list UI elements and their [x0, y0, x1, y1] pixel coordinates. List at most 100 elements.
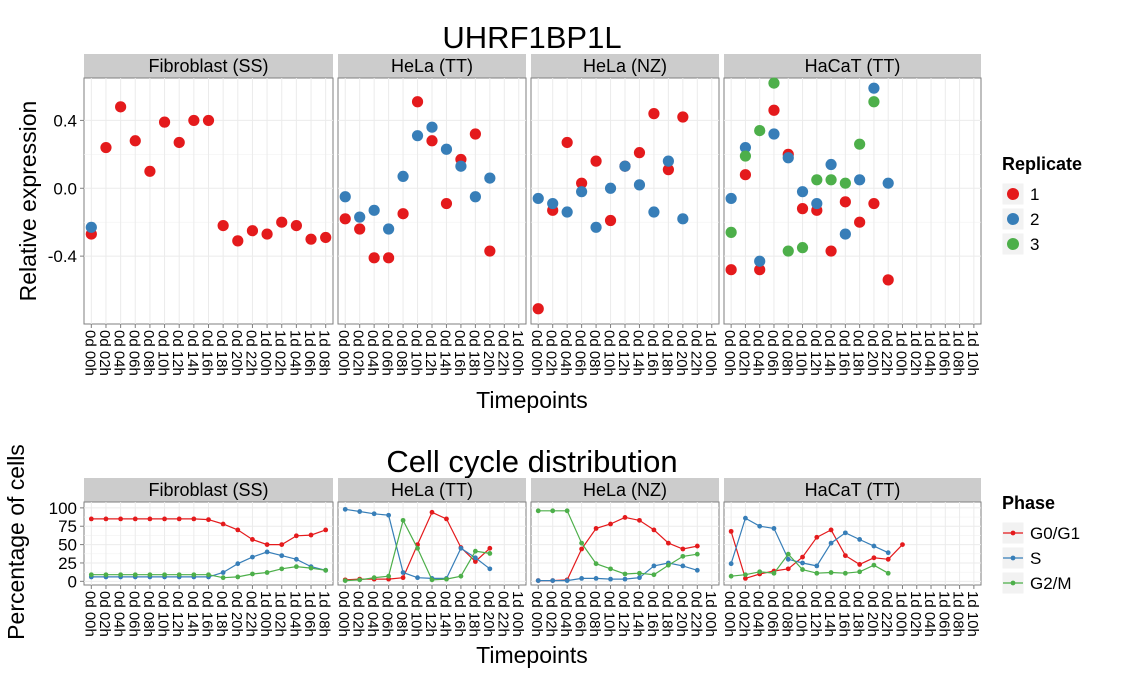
data-point [590, 155, 602, 167]
x-tick-label: 0d 06h [572, 330, 589, 376]
data-point [342, 506, 348, 512]
data-point [648, 206, 660, 218]
x-tick-label: 0d 04h [111, 591, 128, 637]
x-tick-label: 0d 04h [750, 330, 767, 376]
data-point [825, 158, 837, 171]
data-point [472, 559, 478, 564]
data-point [728, 528, 734, 534]
data-point [472, 555, 478, 561]
data-point [250, 537, 255, 542]
data-point [264, 570, 270, 575]
series-line [731, 553, 889, 577]
x-tick-label: 0d 08h [140, 591, 157, 637]
data-point [608, 566, 613, 572]
data-point [411, 130, 424, 142]
facet-strip [531, 54, 719, 78]
x-tick-label: 0d 12h [615, 591, 632, 637]
facet-strip [724, 54, 981, 78]
data-point [814, 534, 820, 540]
data-point [386, 573, 392, 579]
x-tick-label: 0d 06h [125, 591, 142, 637]
data-point [158, 116, 171, 128]
x-tick-label: 1d 06h [301, 591, 318, 637]
facet-label: HeLa (TT) [391, 480, 473, 500]
data-point [132, 572, 138, 578]
data-point [725, 192, 737, 205]
x-tick-label: 1d 04h [921, 591, 938, 637]
data-point [264, 549, 270, 555]
legend-marker [1010, 555, 1016, 561]
data-point [440, 197, 453, 210]
chart-title: UHRF1BP1L [442, 20, 621, 55]
data-point [220, 570, 226, 575]
data-point [754, 124, 766, 137]
data-point [357, 577, 363, 583]
x-tick-label: 1d 10h [964, 330, 981, 376]
data-point [828, 527, 834, 533]
x-tick-label: 0d 02h [96, 330, 113, 376]
data-point [593, 575, 599, 581]
facet-strip [531, 478, 719, 502]
data-point [579, 546, 585, 552]
data-point [279, 542, 285, 548]
data-point [564, 508, 570, 514]
x-tick-label: 0d 16h [644, 591, 661, 637]
data-point [415, 545, 420, 551]
legend-label: G0/G1 [1030, 524, 1080, 543]
data-point [839, 177, 851, 189]
data-point [147, 572, 153, 578]
data-point [768, 104, 780, 116]
data-point [868, 82, 880, 94]
data-point [293, 556, 299, 562]
x-tick-label: 1d 10h [964, 591, 981, 637]
data-point [651, 563, 657, 569]
x-tick-label: 0d 14h [436, 591, 453, 637]
data-point [118, 516, 124, 522]
data-point [191, 572, 197, 578]
data-point [593, 561, 599, 567]
data-point [782, 245, 794, 257]
x-tick-label: 0d 16h [199, 330, 216, 376]
data-point [444, 576, 449, 582]
legend-marker [1007, 188, 1019, 200]
data-point [279, 553, 285, 559]
data-point [637, 575, 642, 581]
x-tick-label: 0d 20h [864, 330, 881, 376]
x-tick-label: 0d 16h [644, 330, 661, 376]
data-point [202, 114, 215, 127]
data-point [900, 542, 905, 548]
x-tick-label: 0d 16h [835, 591, 852, 637]
data-point [811, 197, 823, 210]
data-point [871, 555, 877, 561]
x-tick-label: 0d 18h [658, 330, 675, 376]
legend-label: 2 [1030, 210, 1039, 229]
data-point [651, 527, 657, 533]
data-point [487, 545, 493, 551]
data-point [814, 570, 820, 576]
data-point [129, 135, 141, 147]
facet-label: Fibroblast (SS) [148, 56, 268, 76]
data-point [250, 571, 255, 577]
x-tick-label: 0d 16h [835, 330, 852, 376]
x-tick-label: 1d 00h [509, 591, 526, 637]
data-point [739, 141, 752, 154]
data-point [426, 135, 438, 147]
data-point [677, 111, 689, 123]
data-point [728, 561, 734, 567]
data-point [191, 516, 197, 522]
x-tick-label: 0d 14h [184, 330, 201, 376]
data-point [622, 571, 628, 577]
data-point [800, 554, 805, 560]
data-point [440, 143, 453, 155]
x-tick-label: 1d 08h [950, 330, 967, 376]
facet-label: HaCaT (TT) [805, 480, 901, 500]
x-tick-label: 0d 00h [335, 591, 352, 637]
x-tick-label: 0d 20h [673, 330, 690, 376]
x-tick-label: 0d 12h [615, 330, 632, 376]
data-point [173, 136, 185, 149]
data-point [342, 578, 348, 583]
x-tick-label: 0d 06h [379, 330, 396, 376]
x-tick-label: 0d 00h [335, 330, 352, 376]
